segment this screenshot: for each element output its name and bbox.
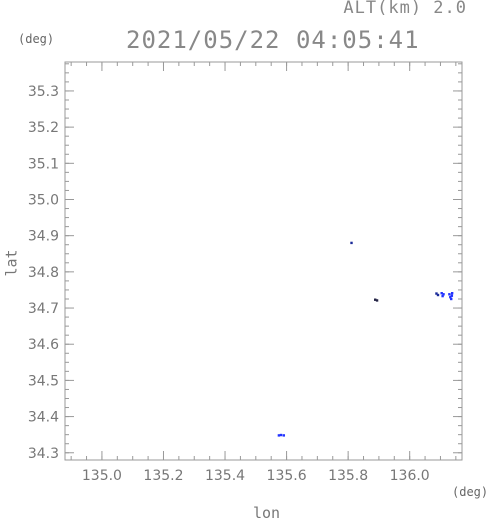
y-tick-label: 34.3: [28, 446, 59, 462]
data-point: [436, 293, 440, 297]
chart-title: 2021/05/22 04:05:41: [126, 26, 420, 54]
x-tick-label: 135.2: [143, 468, 183, 484]
x-tick-labels: 135.0 135.2 135.4 135.6 135.8 136.0: [82, 468, 430, 484]
y-tick-labels: 34.3 34.4 34.5 34.6 34.7 34.8 34.9 35.0 35.1 35.2…: [28, 84, 59, 462]
data-point: [350, 241, 353, 245]
data-point: [442, 293, 445, 296]
data-point: [448, 293, 451, 296]
data-point: [449, 295, 452, 299]
y-tick-label: 34.5: [28, 373, 59, 389]
data-points: [277, 241, 454, 437]
data-point: [450, 292, 454, 295]
data-point: [375, 299, 379, 302]
x-axis-label: lon: [253, 504, 281, 522]
data-point: [440, 292, 443, 295]
plot-frame: [64, 61, 463, 461]
y-tick-label: 35.3: [28, 84, 59, 100]
data-point: [441, 294, 444, 298]
data-point: [282, 434, 286, 437]
data-point: [435, 292, 438, 295]
axis-ticks: [65, 62, 462, 460]
x-tick-label: 135.4: [205, 468, 245, 484]
y-tick-label: 34.8: [28, 265, 59, 281]
y-tick-label: 34.6: [28, 337, 59, 353]
x-tick-label: 136.0: [390, 468, 430, 484]
data-point: [450, 297, 453, 301]
x-tick-label: 135.6: [267, 468, 307, 484]
y-tick-label: 35.2: [28, 120, 59, 136]
data-point: [374, 298, 377, 301]
y-tick-label: 35.0: [28, 192, 59, 208]
y-tick-label: 34.7: [28, 301, 59, 317]
altitude-label: ALT(km) 2.0: [343, 0, 467, 18]
x-tick-label: 135.8: [328, 468, 368, 484]
y-tick-label: 34.4: [28, 410, 59, 426]
data-point: [277, 434, 281, 437]
x-tick-label: 135.0: [82, 468, 122, 484]
data-point: [450, 294, 454, 297]
data-point: [279, 433, 283, 437]
x-axis-unit: (deg): [452, 485, 489, 499]
y-tick-label: 34.9: [28, 229, 59, 245]
y-axis-unit: (deg): [18, 32, 55, 46]
y-tick-label: 35.1: [28, 156, 59, 172]
